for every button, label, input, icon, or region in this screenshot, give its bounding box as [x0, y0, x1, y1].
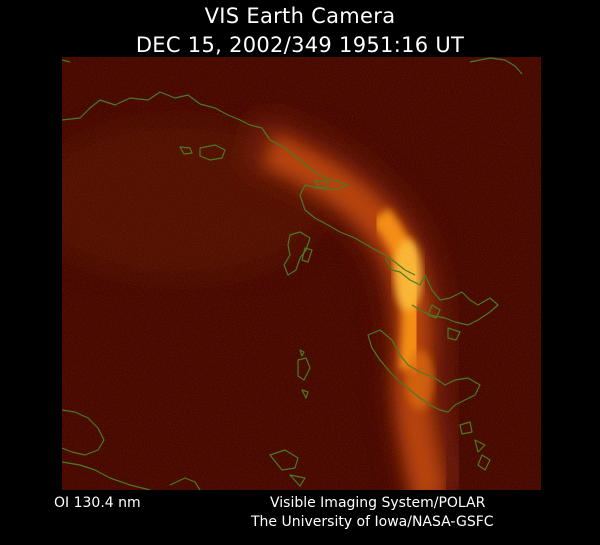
island-2: [179, 146, 193, 155]
island-4: [297, 357, 311, 381]
institution-credit: The University of Iowa/NASA-GSFC: [251, 514, 494, 530]
coastline-north: [62, 91, 416, 276]
instrument-credit: Visible Imaging System/POLAR: [270, 495, 486, 511]
island-3: [314, 179, 329, 189]
coastline-southeast: [367, 329, 481, 413]
coastline-bay: [283, 231, 311, 276]
coastline-east: [384, 257, 499, 326]
island-1: [199, 144, 226, 161]
coastline-overlay: [62, 57, 523, 490]
coastline-southwest: [62, 409, 105, 456]
image-noise: [62, 57, 541, 490]
image-timestamp: DEC 15, 2002/349 1951:16 UT: [135, 33, 465, 57]
filter-wavelength-label: OI 130.4 nm: [54, 495, 141, 511]
image-title: VIS Earth Camera: [204, 4, 396, 28]
